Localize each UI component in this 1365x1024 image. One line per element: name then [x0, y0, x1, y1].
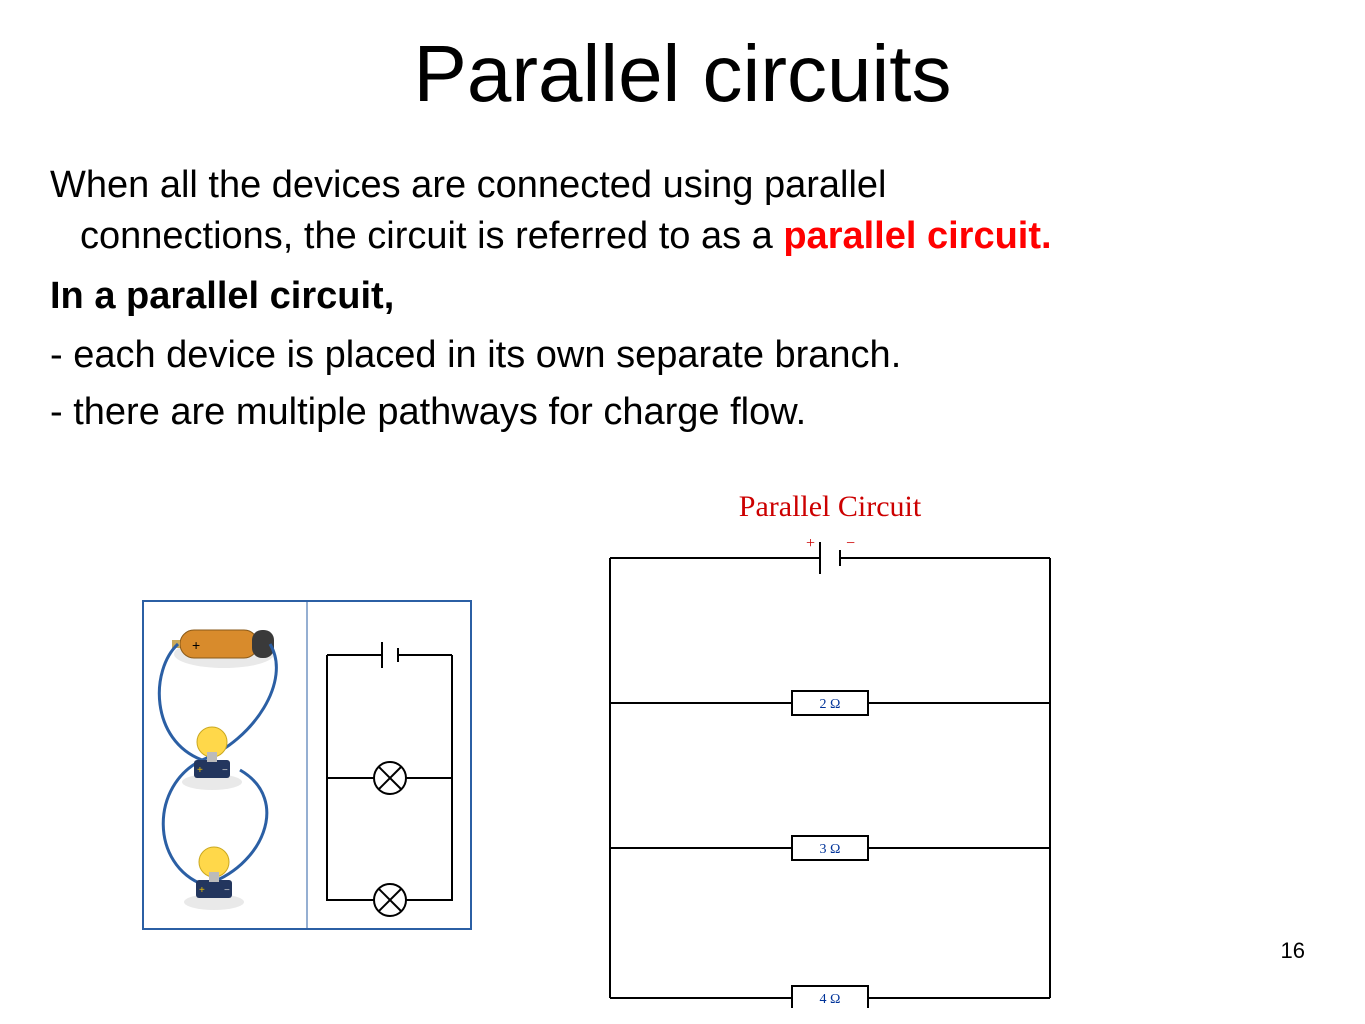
battery-plus-label: + — [806, 535, 815, 552]
intro-paragraph: When all the devices are connected using… — [50, 160, 1315, 263]
slide-title: Parallel circuits — [0, 28, 1365, 120]
battery-minus-label: − — [846, 535, 855, 552]
svg-text:+: + — [197, 765, 203, 776]
resistor-1: 2 Ω — [792, 691, 868, 715]
battery-pictorial: + — [172, 630, 274, 668]
intro-line-2-prefix: connections, the circuit is referred to … — [50, 215, 783, 257]
resistor-1-label: 2 Ω — [820, 697, 841, 712]
resistor-2: 3 Ω — [792, 836, 868, 860]
schematic-wires — [610, 542, 1050, 998]
resistor-3: 4 Ω — [792, 986, 868, 1008]
bullet-list: - each device is placed in its own separ… — [50, 330, 1315, 439]
svg-text:+: + — [192, 637, 200, 653]
page-number: 16 — [1281, 938, 1305, 964]
slide: Parallel circuits When all the devices a… — [0, 0, 1365, 1024]
svg-text:+: + — [199, 885, 205, 896]
bullet-item: - each device is placed in its own separ… — [50, 330, 1315, 381]
svg-text:−: − — [224, 885, 230, 896]
slide-body: When all the devices are connected using… — [50, 160, 1315, 444]
pictorial-diagram: + + − + − — [142, 600, 472, 930]
intro-line-1: When all the devices are connected using… — [50, 164, 887, 206]
subheading: In a parallel circuit, — [50, 271, 1315, 322]
svg-text:−: − — [222, 765, 228, 776]
schematic-diagram: Parallel Circuit — [560, 490, 1100, 1010]
schematic-caption: Parallel Circuit — [560, 490, 1100, 524]
resistor-2-label: 3 Ω — [820, 842, 841, 857]
bullet-item: - there are multiple pathways for charge… — [50, 387, 1315, 438]
intro-emphasis: parallel circuit. — [783, 215, 1051, 257]
resistor-3-label: 4 Ω — [820, 992, 841, 1007]
